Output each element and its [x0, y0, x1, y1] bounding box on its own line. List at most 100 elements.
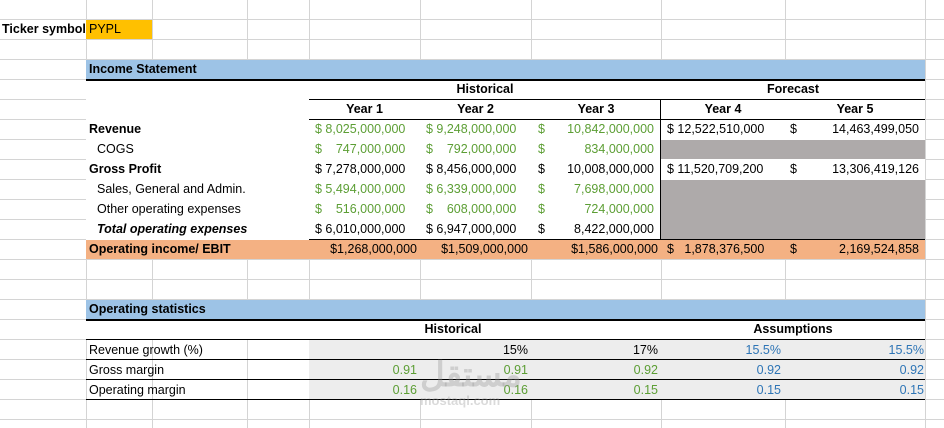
forecast-header[interactable]: Forecast [766, 82, 820, 96]
cell-year4[interactable]: $ 1,878,376,500 [667, 242, 765, 256]
stat-cell-year5[interactable]: 0.15 [899, 383, 924, 397]
row-label-cogs[interactable]: COGS [97, 142, 134, 156]
border-line [309, 99, 925, 100]
stat-cell-year2[interactable]: 0.16 [503, 383, 528, 397]
row-label-other-opex[interactable]: Other operating expenses [97, 202, 241, 216]
cell-year2[interactable]: $ 608,000,000 [426, 202, 517, 216]
stat-cell-year2[interactable]: 15% [502, 343, 528, 357]
cell-year1[interactable]: $ 8,025,000,000 [315, 122, 406, 136]
row-label-ebit[interactable]: Operating income/ EBIT [89, 242, 231, 256]
cell-year2[interactable]: $ 8,456,000,000 [426, 162, 517, 176]
cell-year2[interactable]: $ 6,947,000,000 [426, 222, 517, 236]
stats-subheader-fill [86, 320, 925, 340]
label-area-fill [86, 80, 309, 240]
border-line [86, 379, 925, 380]
ticker-value[interactable]: PYPL [89, 22, 121, 36]
cell-year1[interactable]: $ 747,000,000 [315, 142, 406, 156]
cell-year3-currency: $ [538, 162, 545, 176]
watermark-arabic: مستقل [420, 356, 522, 394]
border-line [86, 79, 925, 81]
row-gridline [0, 59, 944, 60]
cell-year4[interactable]: $ 12,522,510,000 [667, 122, 765, 136]
stat-cell-year4[interactable]: 15.5% [745, 343, 781, 357]
cell-year5[interactable]: 2,169,524,858 [839, 242, 919, 256]
year-header[interactable]: Year 1 [346, 102, 383, 116]
stat-cell-year3[interactable]: 0.15 [633, 383, 658, 397]
cell-year3-currency: $ [538, 122, 545, 136]
cell-year3[interactable]: $1,586,000,000 [571, 242, 658, 256]
cell-year1[interactable]: $ 6,010,000,000 [315, 222, 406, 236]
cell-year2[interactable]: $ 6,339,000,000 [426, 182, 517, 196]
row-gridline [0, 419, 944, 420]
stat-cell-year5[interactable]: 15.5% [888, 343, 924, 357]
row-gridline [0, 299, 944, 300]
border-line [86, 319, 925, 321]
stats-assumptions-header[interactable]: Assumptions [753, 322, 833, 336]
stat-cell-year5[interactable]: 0.92 [899, 363, 924, 377]
forecast-divider [660, 99, 661, 240]
cell-year3[interactable]: 724,000,000 [584, 202, 654, 216]
forecast-gray-block [661, 140, 925, 159]
border-line [86, 339, 925, 340]
ebit-row-fill [86, 240, 925, 259]
cell-year3[interactable]: 7,698,000,000 [574, 182, 654, 196]
row-gridline [0, 259, 944, 260]
row-label-gross-margin[interactable]: Gross margin [89, 363, 165, 377]
row-gridline [0, 39, 944, 40]
year-header[interactable]: Year 2 [457, 102, 494, 116]
cell-year1[interactable]: $ 7,278,000,000 [315, 162, 406, 176]
year-header[interactable]: Year 5 [836, 102, 874, 116]
row-label-operating-margin[interactable]: Operating margin [89, 383, 186, 397]
stats-historical-header[interactable]: Historical [424, 322, 482, 336]
income-statement-header-fill [86, 60, 925, 79]
border-line [86, 359, 925, 360]
ticker-cell-fill [86, 20, 152, 39]
cell-year3-currency: $ [538, 142, 545, 156]
row-label-revenue-growth[interactable]: Revenue growth (%) [89, 343, 203, 357]
stat-cell-year4[interactable]: 0.15 [756, 383, 781, 397]
cell-year3[interactable]: 10,842,000,000 [567, 122, 654, 136]
stat-cell-year4[interactable]: 0.92 [756, 363, 781, 377]
ticker-label[interactable]: Ticker symbol [2, 22, 86, 36]
year-header[interactable]: Year 4 [704, 102, 742, 116]
year-header[interactable]: Year 3 [577, 102, 615, 116]
cell-year5[interactable]: 13,306,419,126 [832, 162, 919, 176]
border-line [309, 239, 925, 240]
cell-year3[interactable]: 10,008,000,000 [567, 162, 654, 176]
border-line [86, 399, 925, 400]
cell-year3-currency: $ [538, 222, 545, 236]
stat-cell-year1[interactable]: 0.16 [392, 383, 417, 397]
cell-year4[interactable]: $ 11,520,709,200 [667, 162, 764, 176]
cell-year2[interactable]: $1,509,000,000 [441, 242, 528, 256]
historical-header[interactable]: Historical [456, 82, 514, 96]
stat-cell-year3[interactable]: 0.92 [633, 363, 658, 377]
column-gridline [925, 0, 926, 428]
cell-year5[interactable]: 14,463,499,050 [832, 122, 919, 136]
income-statement-title[interactable]: Income Statement [89, 62, 197, 76]
row-label-revenue[interactable]: Revenue [89, 122, 142, 136]
operating-statistics-header-fill [86, 300, 925, 319]
cell-year2[interactable]: $ 792,000,000 [426, 142, 517, 156]
row-label-total-opex[interactable]: Total operating expenses [97, 222, 248, 236]
operating-statistics-title[interactable]: Operating statistics [89, 302, 206, 316]
stat-cell-year3[interactable]: 17% [632, 343, 658, 357]
cell-year3-currency: $ [538, 202, 545, 216]
stat-cell-year2[interactable]: 0.91 [503, 363, 528, 377]
forecast-gray-block [661, 180, 925, 239]
row-gridline [0, 19, 944, 20]
cell-year1[interactable]: $ 5,494,000,000 [315, 182, 406, 196]
watermark-latin: mostaql.com [420, 393, 501, 408]
row-label-sga[interactable]: Sales, General and Admin. [97, 182, 246, 196]
stat-cell-year1[interactable]: 0.91 [392, 363, 417, 377]
cell-year2[interactable]: $ 9,248,000,000 [426, 122, 517, 136]
row-label-gross-profit[interactable]: Gross Profit [89, 162, 162, 176]
cell-year1[interactable]: $ 516,000,000 [315, 202, 406, 216]
cell-year5-currency: $ [790, 162, 797, 176]
cell-year3[interactable]: 834,000,000 [584, 142, 654, 156]
cell-year3-currency: $ [538, 182, 545, 196]
cell-year5-currency: $ [790, 122, 797, 136]
cell-year3[interactable]: 8,422,000,000 [574, 222, 654, 236]
cell-year1[interactable]: $1,268,000,000 [330, 242, 417, 256]
stats-values-fill [309, 340, 925, 400]
